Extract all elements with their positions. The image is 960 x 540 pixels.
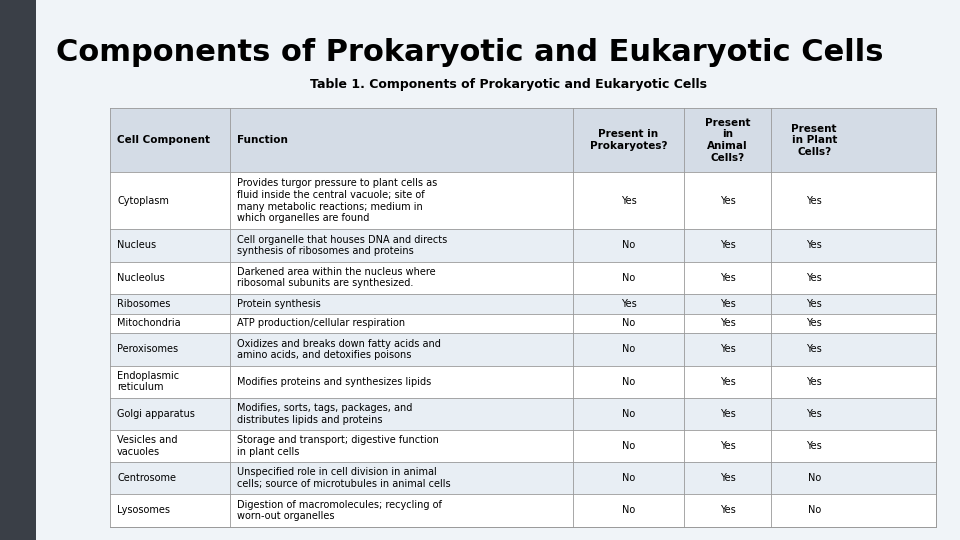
Text: Yes: Yes xyxy=(806,441,822,451)
Text: Modifies proteins and synthesizes lipids: Modifies proteins and synthesizes lipids xyxy=(237,376,431,387)
Text: Yes: Yes xyxy=(806,319,822,328)
Text: Yes: Yes xyxy=(720,345,735,354)
Text: No: No xyxy=(622,505,636,515)
Text: Yes: Yes xyxy=(806,345,822,354)
Text: No: No xyxy=(622,376,636,387)
Text: Golgi apparatus: Golgi apparatus xyxy=(117,409,195,419)
Text: Yes: Yes xyxy=(720,441,735,451)
Text: Yes: Yes xyxy=(720,240,735,251)
Text: ATP production/cellular respiration: ATP production/cellular respiration xyxy=(237,319,405,328)
Text: Table 1. Components of Prokaryotic and Eukaryotic Cells: Table 1. Components of Prokaryotic and E… xyxy=(310,78,708,91)
Text: Digestion of macromolecules; recycling of
worn-out organelles: Digestion of macromolecules; recycling o… xyxy=(237,500,442,521)
Text: Modifies, sorts, tags, packages, and
distributes lipids and proteins: Modifies, sorts, tags, packages, and dis… xyxy=(237,403,412,424)
Text: Darkened area within the nucleus where
ribosomal subunits are synthesized.: Darkened area within the nucleus where r… xyxy=(237,267,436,288)
Text: Yes: Yes xyxy=(806,409,822,419)
Text: Cytoplasm: Cytoplasm xyxy=(117,196,169,206)
Text: Mitochondria: Mitochondria xyxy=(117,319,180,328)
Text: No: No xyxy=(622,409,636,419)
Text: Cell Component: Cell Component xyxy=(117,135,210,145)
Text: No: No xyxy=(807,473,821,483)
Text: No: No xyxy=(807,505,821,515)
Text: Present
in Plant
Cells?: Present in Plant Cells? xyxy=(791,124,837,157)
Text: Yes: Yes xyxy=(806,273,822,282)
Text: Function: Function xyxy=(237,135,288,145)
Text: Provides turgor pressure to plant cells as
fluid inside the central vacuole; sit: Provides turgor pressure to plant cells … xyxy=(237,178,437,223)
Text: Protein synthesis: Protein synthesis xyxy=(237,299,321,309)
Text: No: No xyxy=(622,473,636,483)
Text: Endoplasmic
reticulum: Endoplasmic reticulum xyxy=(117,371,180,393)
Text: Yes: Yes xyxy=(620,299,636,309)
Text: Nucleolus: Nucleolus xyxy=(117,273,165,282)
Text: Present in
Prokaryotes?: Present in Prokaryotes? xyxy=(589,130,667,151)
Text: Yes: Yes xyxy=(720,319,735,328)
Text: Yes: Yes xyxy=(720,473,735,483)
Text: Yes: Yes xyxy=(620,196,636,206)
Text: Lysosomes: Lysosomes xyxy=(117,505,170,515)
Text: No: No xyxy=(622,319,636,328)
Text: No: No xyxy=(622,345,636,354)
Text: Yes: Yes xyxy=(720,505,735,515)
Text: Present
in
Animal
Cells?: Present in Animal Cells? xyxy=(705,118,751,163)
Text: Vesicles and
vacuoles: Vesicles and vacuoles xyxy=(117,435,178,457)
Text: Yes: Yes xyxy=(806,299,822,309)
Text: Yes: Yes xyxy=(720,299,735,309)
Text: No: No xyxy=(622,273,636,282)
Text: Yes: Yes xyxy=(720,196,735,206)
Text: Cell organelle that houses DNA and directs
synthesis of ribosomes and proteins: Cell organelle that houses DNA and direc… xyxy=(237,235,447,256)
Text: No: No xyxy=(622,441,636,451)
Text: Unspecified role in cell division in animal
cells; source of microtubules in ani: Unspecified role in cell division in ani… xyxy=(237,468,450,489)
Text: Yes: Yes xyxy=(720,409,735,419)
Text: No: No xyxy=(622,240,636,251)
Text: Storage and transport; digestive function
in plant cells: Storage and transport; digestive functio… xyxy=(237,435,439,457)
Text: Yes: Yes xyxy=(720,376,735,387)
Text: Yes: Yes xyxy=(720,273,735,282)
Text: Centrosome: Centrosome xyxy=(117,473,176,483)
Text: Components of Prokaryotic and Eukaryotic Cells: Components of Prokaryotic and Eukaryotic… xyxy=(56,38,883,67)
Text: Ribosomes: Ribosomes xyxy=(117,299,171,309)
Text: Nucleus: Nucleus xyxy=(117,240,156,251)
Text: Yes: Yes xyxy=(806,376,822,387)
Text: Yes: Yes xyxy=(806,240,822,251)
Text: Peroxisomes: Peroxisomes xyxy=(117,345,179,354)
Text: Yes: Yes xyxy=(806,196,822,206)
Text: Oxidizes and breaks down fatty acids and
amino acids, and detoxifies poisons: Oxidizes and breaks down fatty acids and… xyxy=(237,339,441,360)
